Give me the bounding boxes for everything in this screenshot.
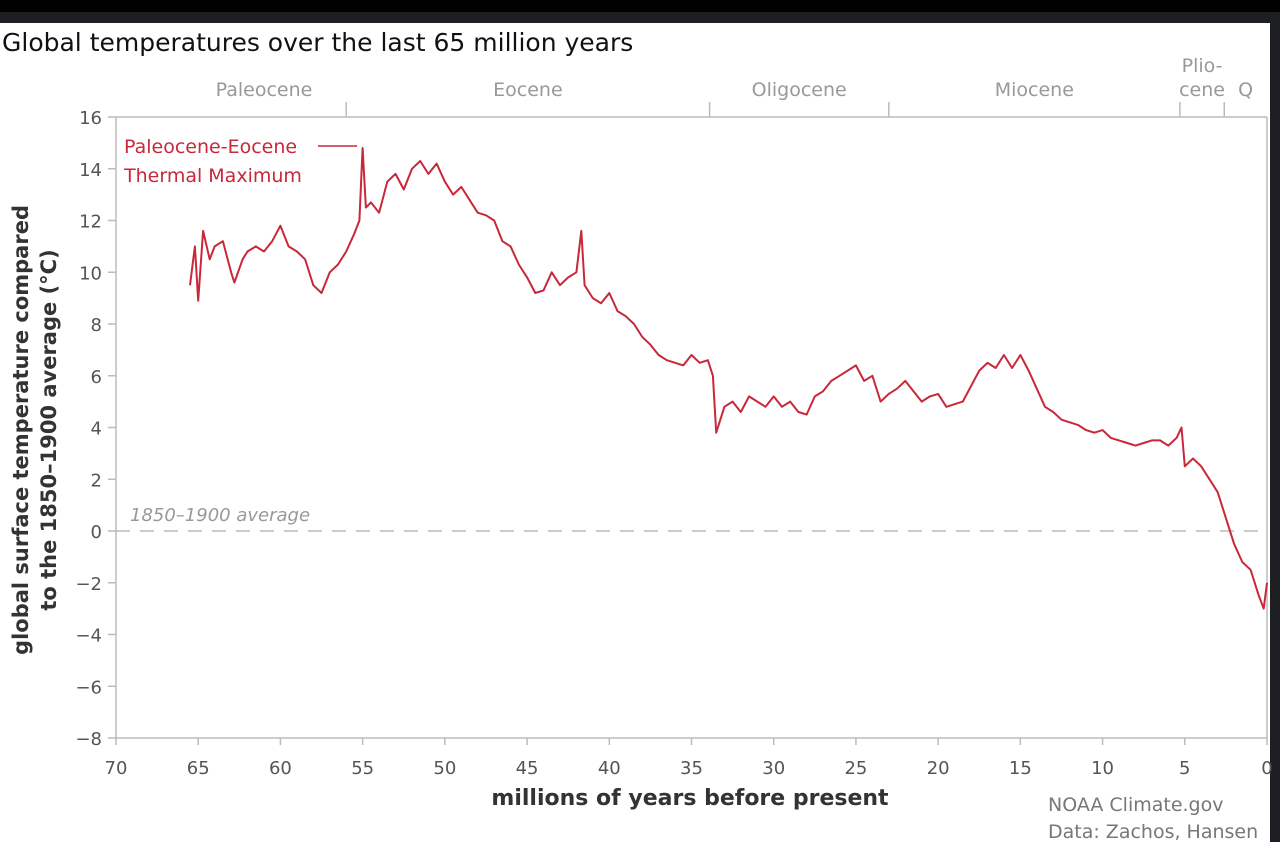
- x-tick-label: 0: [1261, 758, 1272, 779]
- y-tick-label: 4: [91, 419, 102, 440]
- y-tick-label: 6: [91, 367, 102, 388]
- y-axis-label: global surface temperature compared: [9, 205, 33, 655]
- x-tick-label: 5: [1179, 758, 1190, 779]
- y-tick-label: 10: [79, 263, 102, 284]
- x-tick-label: 35: [680, 758, 703, 779]
- petm-annotation-label: Thermal Maximum: [123, 165, 302, 187]
- window-right-edge: [1270, 23, 1280, 842]
- x-tick-label: 70: [105, 758, 128, 779]
- y-axis-label: to the 1850–1900 average (°C): [37, 249, 61, 610]
- reference-line-label: 1850–1900 average: [130, 505, 310, 526]
- temperature-series-line: [189, 147, 1268, 610]
- y-tick-label: 12: [79, 212, 102, 233]
- epoch-label: Q: [1238, 79, 1253, 101]
- window-top-bar-lower: [0, 12, 1280, 23]
- x-tick-label: 60: [269, 758, 292, 779]
- epoch-label: Plio-: [1182, 55, 1223, 77]
- chart-title: Global temperatures over the last 65 mil…: [2, 28, 634, 57]
- x-tick-label: 45: [516, 758, 539, 779]
- epoch-label: Paleocene: [216, 79, 313, 101]
- credit-data: Data: Zachos, Hansen: [1048, 821, 1259, 843]
- x-tick-label: 20: [927, 758, 950, 779]
- x-tick-label: 25: [844, 758, 867, 779]
- y-tick-label: 14: [79, 160, 102, 181]
- epoch-label: Miocene: [995, 79, 1074, 101]
- credit-source: NOAA Climate.gov: [1048, 794, 1224, 816]
- y-tick-label: −8: [75, 729, 102, 750]
- x-tick-label: 50: [433, 758, 456, 779]
- x-tick-label: 55: [351, 758, 374, 779]
- y-tick-label: 2: [91, 470, 102, 491]
- epoch-label: Oligocene: [752, 79, 847, 101]
- y-tick-label: −6: [75, 677, 102, 698]
- y-tick-label: 0: [91, 522, 102, 543]
- x-tick-label: 30: [762, 758, 785, 779]
- x-tick-label: 40: [598, 758, 621, 779]
- x-axis-label: millions of years before present: [491, 786, 889, 811]
- petm-annotation-label: Paleocene-Eocene: [124, 136, 297, 158]
- x-tick-label: 10: [1091, 758, 1114, 779]
- window-top-bar: [0, 0, 1280, 12]
- x-tick-label: 65: [187, 758, 210, 779]
- y-tick-label: 8: [91, 315, 102, 336]
- epoch-label: cene: [1179, 79, 1225, 101]
- y-tick-label: −4: [75, 626, 102, 647]
- x-tick-label: 15: [1009, 758, 1032, 779]
- y-tick-label: 16: [79, 108, 102, 129]
- y-tick-label: −2: [75, 574, 102, 595]
- epoch-label: Eocene: [493, 79, 563, 101]
